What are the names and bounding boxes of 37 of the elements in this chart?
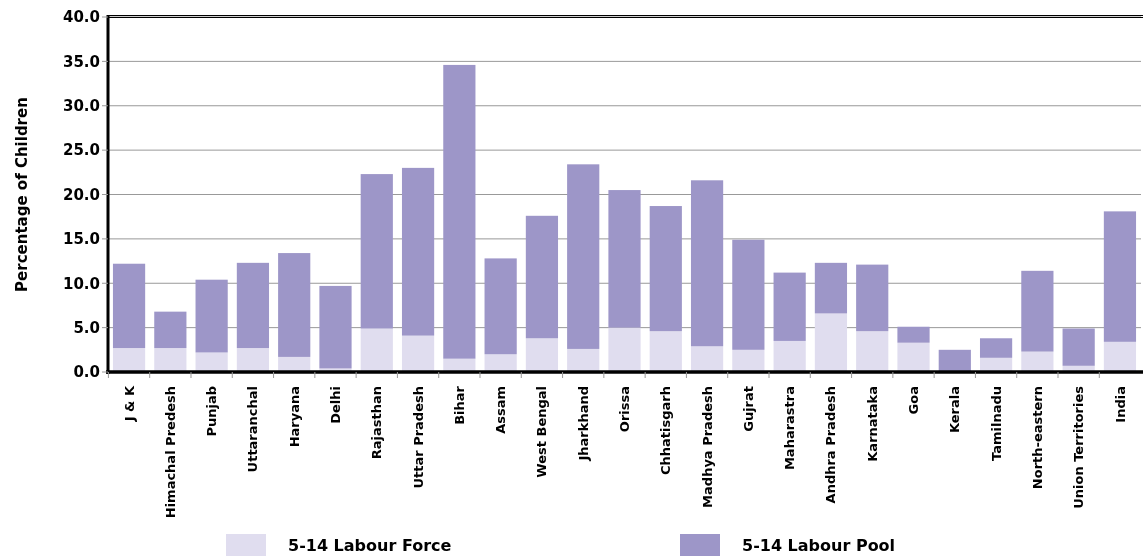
x-tick-label: Assam [493, 386, 509, 434]
x-tick-label: Andhra Pradesh [823, 386, 839, 504]
x-tick-label: Goa [906, 386, 922, 415]
x-tick-label: Kerala [947, 386, 963, 434]
legend-label: 5-14 Labour Force [288, 535, 452, 555]
x-tick-label: Gujrat [740, 386, 756, 432]
x-tick-label: Tamilnadu [988, 386, 1004, 462]
x-tick-label: Bihar [451, 385, 467, 425]
x-tick-label: Punjab [204, 386, 220, 437]
legend-label: 5-14 Labour Pool [742, 535, 896, 555]
x-tick-label: Orissa [617, 386, 633, 433]
x-tick-label: Karnataka [864, 386, 880, 462]
x-tick-label: Himachal Predesh [162, 386, 178, 519]
x-tick-label: Maharastra [782, 386, 798, 471]
x-tick-label: India [1112, 386, 1128, 423]
y-tick-label: 40.0 [62, 8, 100, 27]
y-tick-label: 35.0 [62, 52, 100, 71]
x-tick-label: J & K [121, 385, 137, 423]
x-tick-label: Union Territories [1071, 385, 1087, 509]
x-tick-label: North-eastern [1029, 386, 1045, 490]
x-tick-label: Chhatisgarh [658, 386, 674, 475]
y-tick-label: 10.0 [62, 274, 100, 293]
y-axis-title: Percentage of Children [13, 97, 32, 292]
x-tick-label: Haryana [286, 386, 302, 448]
x-tick-label: Madhya Pradesh [699, 386, 715, 508]
y-tick-label: 0.0 [73, 363, 100, 382]
y-tick-label: 5.0 [73, 318, 100, 337]
x-tick-label: Jharkhand [575, 386, 591, 462]
y-tick-label: 30.0 [62, 97, 100, 115]
x-tick-label: Uttaranchal [245, 386, 261, 473]
y-tick-label: 25.0 [62, 141, 100, 160]
x-tick-label: Rajasthan [369, 386, 385, 460]
x-tick-label: Uttar Pradesh [410, 386, 426, 489]
x-tick-label: West Bengal [534, 386, 550, 478]
y-tick-label: 20.0 [62, 185, 100, 204]
y-tick-label: 15.0 [62, 230, 100, 249]
x-tick-label: Delhi [328, 386, 344, 424]
